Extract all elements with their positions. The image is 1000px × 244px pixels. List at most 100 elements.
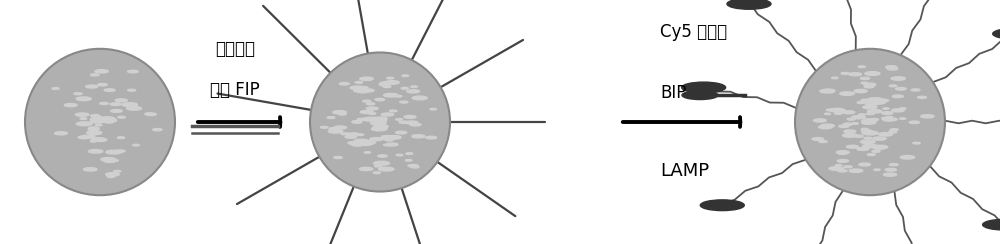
Circle shape [64,103,77,107]
Circle shape [921,115,934,118]
Circle shape [408,164,418,167]
Circle shape [899,108,906,109]
Circle shape [861,128,868,130]
Circle shape [918,96,926,98]
Circle shape [106,173,119,176]
Circle shape [354,89,363,91]
Circle shape [886,116,893,118]
Circle shape [859,163,870,166]
Text: Cy5 标记的: Cy5 标记的 [660,23,727,41]
Circle shape [89,127,99,129]
Circle shape [407,90,420,93]
Circle shape [405,121,418,124]
Circle shape [396,154,403,156]
Circle shape [352,121,362,123]
Circle shape [838,152,847,154]
Circle shape [700,200,744,211]
Circle shape [349,133,359,135]
Circle shape [354,89,366,92]
Circle shape [96,124,102,126]
Circle shape [102,119,116,122]
Circle shape [372,117,386,121]
Circle shape [861,130,872,132]
Circle shape [889,85,897,87]
Circle shape [375,98,385,101]
Circle shape [364,119,371,121]
Circle shape [363,100,371,102]
Circle shape [892,95,903,98]
Circle shape [889,163,898,166]
Circle shape [377,123,386,125]
Circle shape [116,150,125,152]
Circle shape [825,113,831,115]
Circle shape [115,99,127,102]
Circle shape [98,83,107,86]
Circle shape [350,86,364,90]
Text: 生物素标: 生物素标 [215,40,255,58]
Circle shape [101,158,116,161]
Circle shape [829,167,844,170]
Circle shape [727,0,771,9]
Circle shape [351,143,364,146]
Circle shape [814,119,826,122]
Circle shape [372,122,386,125]
Circle shape [430,108,437,110]
Circle shape [360,167,373,171]
Circle shape [369,113,376,114]
Circle shape [839,125,849,127]
Circle shape [122,103,137,107]
Circle shape [91,115,100,117]
Circle shape [111,160,118,161]
Circle shape [862,131,878,135]
Circle shape [76,122,92,126]
Circle shape [890,129,898,131]
Circle shape [146,113,156,116]
Circle shape [339,113,346,115]
Circle shape [866,113,874,115]
Circle shape [862,122,872,124]
Circle shape [373,122,381,123]
Circle shape [867,153,875,155]
Circle shape [879,133,892,136]
Circle shape [386,143,398,146]
Circle shape [864,83,876,86]
Circle shape [830,108,845,112]
Circle shape [86,85,98,88]
Circle shape [890,130,896,131]
Circle shape [846,145,858,148]
Circle shape [861,140,875,144]
Circle shape [412,96,427,100]
Circle shape [375,165,382,167]
Circle shape [387,77,394,79]
Circle shape [852,123,858,124]
Circle shape [886,118,897,121]
Circle shape [360,77,373,81]
Ellipse shape [795,49,945,195]
Circle shape [909,121,919,123]
Text: 记的 FIP: 记的 FIP [210,81,260,99]
Circle shape [404,115,416,118]
Circle shape [859,114,865,115]
Circle shape [860,77,870,80]
Circle shape [104,160,115,163]
Text: LAMP: LAMP [660,162,709,180]
Circle shape [983,219,1000,230]
Circle shape [371,122,385,125]
Circle shape [373,161,389,165]
Circle shape [374,119,383,122]
Circle shape [376,119,387,121]
Circle shape [366,118,373,120]
Circle shape [842,111,855,114]
Ellipse shape [310,52,450,192]
Circle shape [90,117,105,121]
Circle shape [911,89,920,91]
Circle shape [885,168,896,171]
Circle shape [384,93,398,97]
Circle shape [100,102,108,104]
Circle shape [405,160,412,161]
Circle shape [402,75,409,77]
Circle shape [80,118,87,119]
Circle shape [74,93,82,95]
Circle shape [883,173,897,176]
Circle shape [406,153,413,154]
